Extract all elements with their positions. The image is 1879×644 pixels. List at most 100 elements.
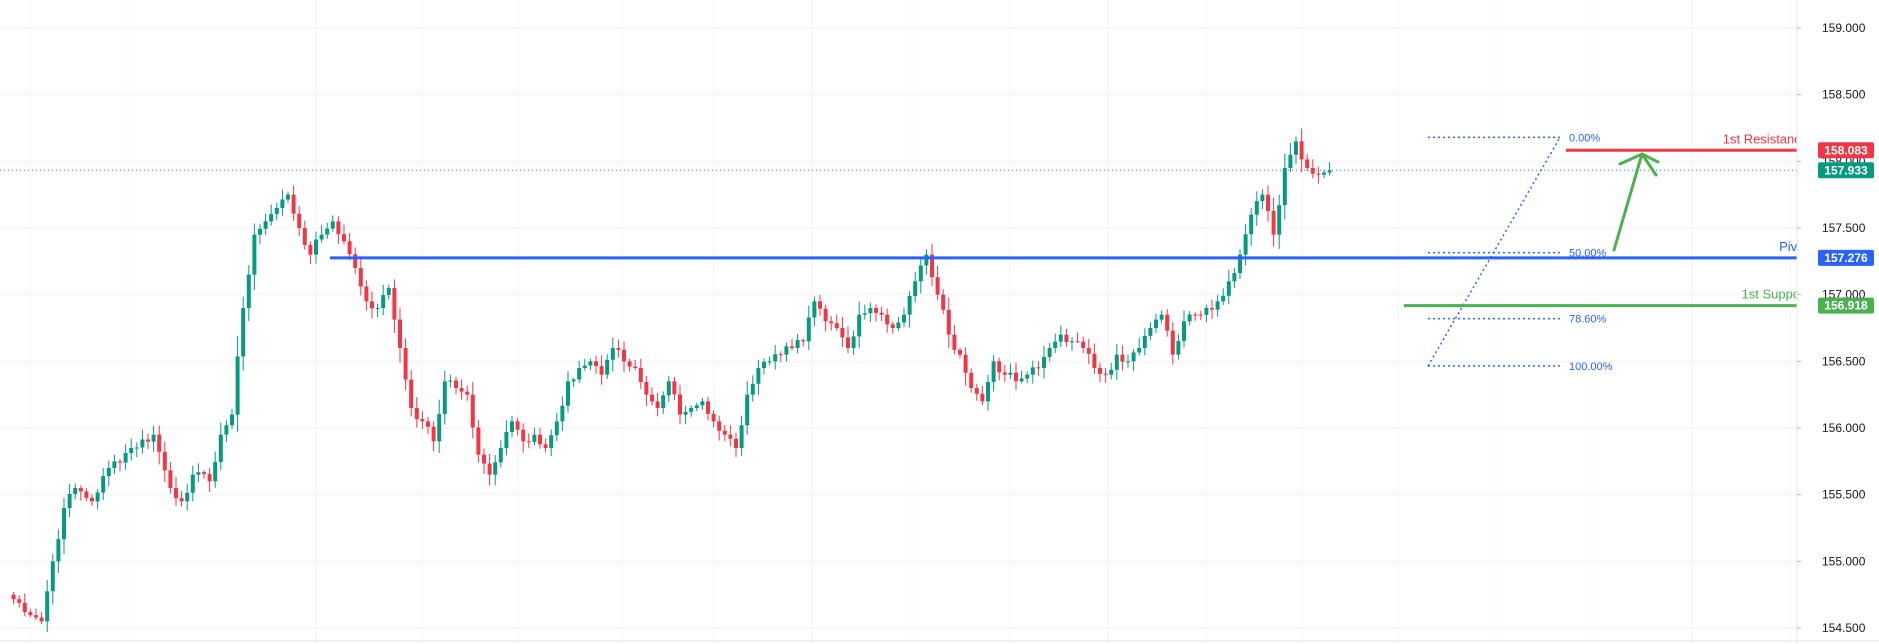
candle-body: [50, 561, 55, 592]
candle-body: [750, 383, 755, 395]
candle: [1047, 343, 1052, 362]
candle: [818, 294, 822, 316]
candle-body: [784, 346, 789, 355]
candle: [812, 296, 817, 327]
candle-body: [778, 354, 783, 356]
candle-body: [487, 463, 492, 475]
candle: [353, 247, 358, 274]
candle: [795, 334, 800, 354]
candle-body: [790, 346, 794, 348]
candle: [1288, 142, 1293, 173]
candle: [1210, 299, 1214, 319]
price-tag-label: 156.918: [1824, 299, 1868, 313]
candle: [560, 396, 565, 432]
candle: [739, 415, 744, 456]
candle: [655, 393, 660, 417]
candle: [1305, 154, 1310, 172]
candle: [1310, 159, 1315, 179]
candle-body: [269, 214, 274, 222]
candle: [106, 460, 111, 487]
candle-body: [482, 454, 486, 464]
candle: [1002, 364, 1007, 383]
candle: [526, 433, 531, 449]
candle: [756, 359, 761, 396]
candle: [392, 279, 397, 334]
candle-body: [1092, 353, 1097, 368]
candle: [1193, 312, 1198, 321]
candle: [672, 376, 677, 401]
candle-body: [1266, 194, 1270, 212]
candle: [1064, 328, 1069, 347]
candle-body: [1204, 308, 1209, 315]
candle: [678, 385, 682, 425]
fibonacci-retracement: 0.00%50.00%78.60%100.00%: [1427, 132, 1613, 373]
candle: [196, 463, 201, 483]
candle: [784, 342, 789, 362]
candle: [610, 337, 615, 372]
candle-body: [521, 429, 526, 442]
price-tick-label: 156.500: [1822, 354, 1866, 368]
candle: [487, 453, 492, 486]
candle-body: [986, 381, 990, 402]
candle: [666, 376, 671, 403]
candle: [806, 305, 811, 350]
candle-body: [1238, 254, 1242, 274]
candle: [1176, 334, 1181, 360]
candle-body: [213, 462, 218, 482]
candle-body: [773, 354, 778, 362]
candle: [1260, 189, 1265, 210]
candle-body: [381, 295, 386, 308]
candle-body: [1254, 201, 1259, 215]
candle-body: [1120, 354, 1125, 362]
candle: [230, 408, 234, 429]
candle-body: [442, 381, 447, 415]
candle-body: [493, 462, 498, 475]
candle-body: [39, 617, 44, 622]
candle-body: [762, 361, 766, 368]
candle: [134, 442, 139, 458]
fib-trend-line: [1427, 136, 1561, 367]
candle-body: [448, 380, 453, 382]
candle-body: [834, 323, 839, 328]
candle: [168, 461, 173, 494]
candle: [846, 326, 850, 354]
level-label: 1st Support: [1742, 287, 1809, 302]
candle: [991, 355, 996, 392]
candle-body: [258, 228, 262, 235]
candle: [454, 376, 458, 394]
candle: [504, 420, 509, 456]
candle: [1159, 310, 1164, 324]
candle-body: [168, 470, 173, 488]
candle-body: [426, 421, 430, 427]
candle-body: [1294, 141, 1298, 155]
chart-grid: [0, 0, 1797, 644]
candle: [644, 375, 649, 407]
candle-body: [756, 368, 761, 384]
candle: [370, 291, 374, 319]
candle-body: [274, 208, 279, 215]
candle-body: [1221, 295, 1226, 302]
candle-body: [638, 368, 643, 382]
candle: [834, 314, 839, 331]
candle-body: [650, 394, 654, 402]
candle: [554, 412, 559, 442]
candle-body: [90, 497, 94, 502]
candle: [1109, 362, 1114, 380]
candle-body: [504, 431, 509, 448]
candle: [532, 427, 537, 446]
candle-body: [185, 492, 190, 502]
candle-body: [885, 314, 890, 325]
candle-body: [582, 365, 587, 368]
candle-body: [874, 308, 878, 313]
candle-body: [823, 308, 828, 322]
candle: [381, 284, 386, 316]
candle-body: [67, 493, 72, 508]
candle: [622, 341, 626, 373]
candle-body: [1025, 374, 1030, 379]
candle: [874, 304, 878, 322]
candle: [207, 467, 212, 493]
candle-body: [398, 319, 402, 348]
candle-body: [224, 425, 229, 435]
